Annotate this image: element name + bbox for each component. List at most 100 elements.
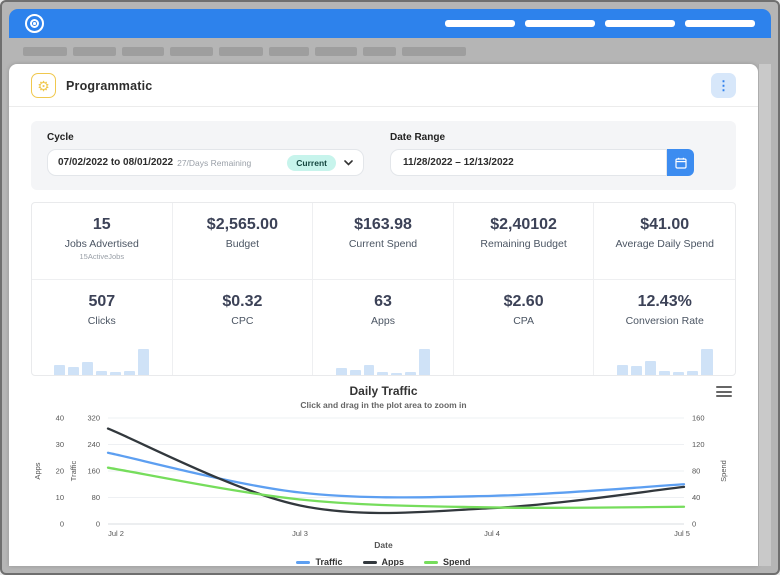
legend-item-spend[interactable]: Spend <box>424 557 471 566</box>
page-title: Programmatic <box>66 78 153 93</box>
app-window: ⚙ Programmatic ⋮ Cycle 07/02/2022 to 08/… <box>9 9 771 566</box>
nav-item-placeholder[interactable] <box>402 46 466 56</box>
current-badge: Current <box>287 154 336 171</box>
chart-plot-area[interactable]: 0 10 20 30 40 Apps 0 80 160 240 320 Traffic 0 40 80 120… <box>28 412 740 540</box>
stat-label: Jobs Advertised <box>64 238 139 250</box>
svg-text:120: 120 <box>692 440 705 449</box>
stat-label: Remaining Budget <box>480 238 567 250</box>
stat-cell: 507 Clicks <box>32 280 173 375</box>
filter-panel: Cycle 07/02/2022 to 08/01/2022 27/Days R… <box>31 121 736 190</box>
legend-item-apps[interactable]: Apps <box>362 557 405 566</box>
stat-label: Average Daily Spend <box>615 238 714 250</box>
topbar-button-placeholder[interactable] <box>685 20 755 27</box>
legend-label: Apps <box>381 557 405 566</box>
nav-item-placeholder[interactable] <box>73 46 116 56</box>
legend-swatch <box>424 560 438 564</box>
stat-cell: 15 Jobs Advertised 15ActiveJobs <box>32 203 173 280</box>
svg-text:240: 240 <box>87 440 100 449</box>
stat-cell: $2,565.00 Budget <box>172 203 314 280</box>
nav-item-placeholder[interactable] <box>23 46 67 56</box>
svg-text:80: 80 <box>91 493 99 502</box>
calendar-button[interactable] <box>667 149 694 176</box>
nav-item-placeholder[interactable] <box>315 46 357 56</box>
logo-spiral-icon[interactable] <box>25 14 44 33</box>
stat-sublabel: 15ActiveJobs <box>79 252 125 261</box>
cycle-select[interactable]: 07/02/2022 to 08/01/2022 27/Days Remaini… <box>47 149 364 176</box>
stat-cell: $0.32 CPC <box>173 280 314 375</box>
stat-value: $2.60 <box>503 293 544 310</box>
stat-value: $2,565.00 <box>206 216 278 233</box>
stat-label: Conversion Rate <box>625 315 704 327</box>
svg-text:0: 0 <box>692 520 696 529</box>
nav-item-placeholder[interactable] <box>269 46 309 56</box>
chart-subtitle: Click and drag in the plot area to zoom … <box>300 400 467 410</box>
nav-item-placeholder[interactable] <box>170 46 213 56</box>
main-card: ⚙ Programmatic ⋮ Cycle 07/02/2022 to 08/… <box>9 64 758 566</box>
stat-value: 507 <box>88 293 116 310</box>
stat-value: 15 <box>92 216 111 233</box>
nav-item-placeholder[interactable] <box>363 46 396 56</box>
stat-cell: $163.98 Current Spend <box>313 203 454 280</box>
chart-x-axis-title: Date <box>374 540 393 550</box>
topbar-button-placeholder[interactable] <box>445 20 515 27</box>
stat-cell: 12.43% Conversion Rate <box>594 280 735 375</box>
svg-text:320: 320 <box>87 414 100 423</box>
topbar-button-placeholder[interactable] <box>605 20 675 27</box>
kebab-menu-button[interactable]: ⋮ <box>711 73 736 98</box>
svg-text:40: 40 <box>692 493 700 502</box>
calendar-icon <box>674 157 687 169</box>
stat-value: $163.98 <box>354 216 412 233</box>
svg-text:0: 0 <box>95 520 99 529</box>
svg-text:10: 10 <box>55 493 63 502</box>
stat-cell: $41.00 Average Daily Spend <box>594 203 735 280</box>
legend-item-traffic[interactable]: Traffic <box>296 557 343 566</box>
nav-item-placeholder[interactable] <box>219 46 263 56</box>
legend-label: Traffic <box>315 557 343 566</box>
topbar-button-placeholder[interactable] <box>525 20 595 27</box>
svg-text:Traffic: Traffic <box>69 461 78 482</box>
svg-text:Jul 3: Jul 3 <box>292 529 308 538</box>
stat-label: CPC <box>231 315 254 327</box>
cycle-filter: Cycle 07/02/2022 to 08/01/2022 27/Days R… <box>47 132 364 176</box>
stat-value: 12.43% <box>637 293 692 310</box>
sparkline-bar-chart <box>54 349 150 375</box>
chart-title: Daily Traffic <box>349 384 418 398</box>
nav-item-placeholder[interactable] <box>122 46 164 56</box>
svg-text:Jul 5: Jul 5 <box>674 529 690 538</box>
stat-label: CPA <box>513 315 534 327</box>
cycle-range-text: 07/02/2022 to 08/01/2022 <box>58 157 174 168</box>
svg-text:0: 0 <box>59 520 63 529</box>
date-range-label: Date Range <box>390 132 446 143</box>
date-range-filter: Date Range 11/28/2022 – 12/13/2022 <box>390 132 694 176</box>
svg-text:160: 160 <box>87 467 100 476</box>
divider <box>9 106 758 107</box>
stat-label: Budget <box>225 238 260 250</box>
stat-label: Apps <box>371 315 395 327</box>
stat-value: $41.00 <box>640 216 690 233</box>
stat-label: Clicks <box>87 315 116 327</box>
date-range-input[interactable]: 11/28/2022 – 12/13/2022 <box>390 149 667 176</box>
stat-value: $2,40102 <box>490 216 557 233</box>
legend-label: Spend <box>443 557 471 566</box>
svg-text:80: 80 <box>692 467 700 476</box>
topbar <box>9 9 771 38</box>
svg-text:20: 20 <box>55 467 63 476</box>
legend-swatch <box>362 560 377 564</box>
svg-text:160: 160 <box>692 414 705 423</box>
svg-text:30: 30 <box>55 440 63 449</box>
stat-cell: 63 Apps <box>313 280 454 375</box>
chart-legend: Traffic Apps Spend <box>21 557 746 566</box>
stat-cell: $2,40102 Remaining Budget <box>453 203 595 280</box>
stat-value: 63 <box>374 293 392 310</box>
svg-text:Jul 2: Jul 2 <box>108 529 124 538</box>
sparkline-bar-chart <box>335 349 431 375</box>
legend-swatch <box>296 560 311 564</box>
stat-label: Current Spend <box>348 238 418 250</box>
gear-icon: ⚙ <box>31 73 56 98</box>
chart-menu-icon[interactable] <box>716 386 732 397</box>
stat-value: $0.32 <box>222 293 263 310</box>
cycle-remaining-text: 27/Days Remaining <box>177 157 252 168</box>
stats-grid: 15 Jobs Advertised 15ActiveJobs $2,565.00 Bu… <box>31 202 736 376</box>
topbar-actions <box>445 20 755 27</box>
scrollbar-track[interactable] <box>758 64 771 566</box>
